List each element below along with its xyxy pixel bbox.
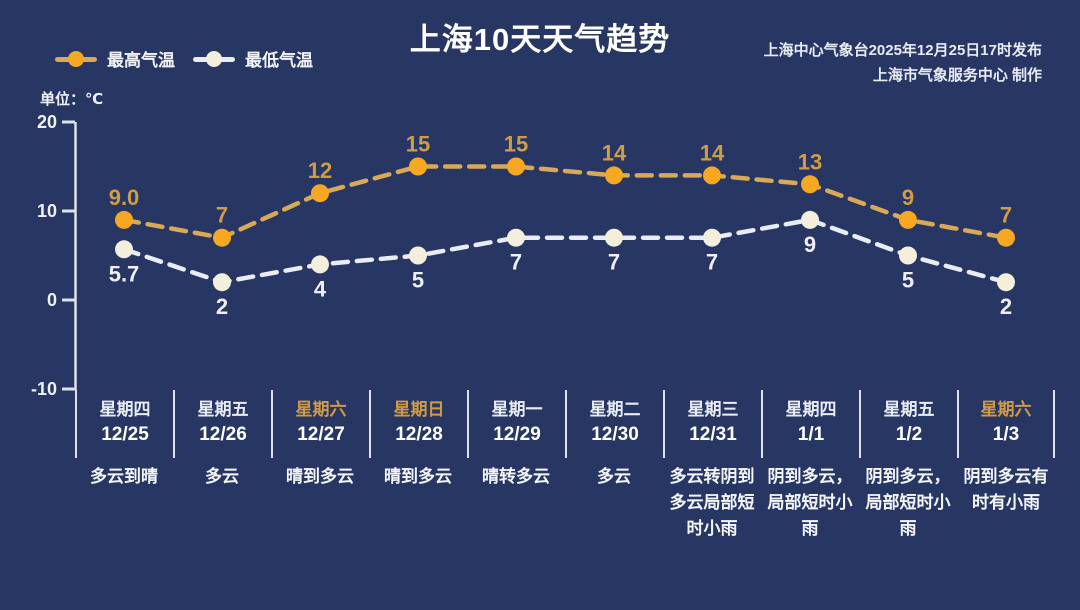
weekday-label: 星期四 <box>785 400 837 419</box>
weather-description: 晴到多云 <box>286 467 354 486</box>
svg-text:0: 0 <box>47 290 57 310</box>
day-column: 星期六 1/3 <box>957 390 1055 458</box>
credits-line-2: 上海市气象服务中心 制作 <box>872 67 1042 84</box>
svg-text:-10: -10 <box>31 379 57 399</box>
weather-description-row: 多云到晴 多云 晴到多云 晴到多云 晴转多云 多云 多云转阴到多云局部短时小雨 阴到多云，局部… <box>75 464 1055 542</box>
svg-text:9: 9 <box>804 232 816 257</box>
legend-item-low-temp: 最低气温 <box>193 46 313 71</box>
date-label: 12/29 <box>493 424 541 445</box>
svg-text:7: 7 <box>706 250 718 275</box>
date-label: 12/25 <box>101 424 149 445</box>
svg-text:15: 15 <box>504 132 528 157</box>
temperature-trend-chart: 20 10 0 -10 9.0 7 12 15 15 14 14 13 9 7 5.7 2 4 5 7 7 7 9 5 2 <box>31 112 1015 399</box>
weekday-label: 星期三 <box>687 400 739 419</box>
date-label: 12/26 <box>199 424 247 445</box>
weekday-label: 星期二 <box>589 400 641 419</box>
low-temp-line-dot-icon <box>193 49 235 69</box>
weather-description: 多云 <box>205 467 239 486</box>
svg-text:7: 7 <box>510 250 522 275</box>
weather-description: 阴到多云，局部短时小雨 <box>767 467 853 538</box>
unit-label: 单位：℃ <box>40 91 104 108</box>
weekday-label: 星期六 <box>295 400 347 419</box>
weekday-label: 星期五 <box>883 400 935 419</box>
weekday-label: 星期一 <box>491 400 543 419</box>
day-column: 星期二 12/30 <box>565 390 663 458</box>
svg-text:7: 7 <box>1000 203 1012 228</box>
weather-description: 多云转阴到多云局部短时小雨 <box>669 467 755 538</box>
weather-description: 多云 <box>597 467 631 486</box>
svg-text:13: 13 <box>798 149 822 174</box>
day-column: 星期四 1/1 <box>761 390 859 458</box>
day-column: 星期三 12/31 <box>663 390 761 458</box>
legend-label-high-temp: 最高气温 <box>107 51 175 70</box>
day-column: 星期五 12/26 <box>173 390 271 458</box>
date-label: 12/27 <box>297 424 345 445</box>
credits-block: 上海中心气象台2025年12月25日17时发布 上海市气象服务中心 制作 <box>764 38 1042 88</box>
svg-text:14: 14 <box>700 140 725 165</box>
chart-legend: 最高气温 最低气温 <box>55 46 313 71</box>
day-column: 星期四 12/25 <box>75 390 173 458</box>
date-label: 1/2 <box>895 424 923 445</box>
svg-text:7: 7 <box>608 250 620 275</box>
date-label: 12/28 <box>395 424 443 445</box>
weekday-label: 星期六 <box>980 400 1032 419</box>
svg-text:10: 10 <box>37 201 57 221</box>
weekday-label: 星期日 <box>393 400 445 419</box>
day-column: 星期六 12/27 <box>271 390 369 458</box>
date-label: 12/30 <box>591 424 639 445</box>
weather-description: 多云到晴 <box>90 467 158 486</box>
day-header-table: 星期四 12/25 星期五 12/26 星期六 12/27 星期日 12/28 星期一 12/29… <box>75 390 1055 458</box>
svg-text:20: 20 <box>37 112 57 132</box>
weekday-label: 星期四 <box>99 400 151 419</box>
svg-text:5: 5 <box>902 268 914 293</box>
day-column: 星期五 1/2 <box>859 390 957 458</box>
svg-text:9: 9 <box>902 185 914 210</box>
svg-text:14: 14 <box>602 140 627 165</box>
legend-label-low-temp: 最低气温 <box>245 51 313 70</box>
high-temp-line-dot-icon <box>55 49 97 69</box>
date-label: 1/1 <box>797 424 825 445</box>
svg-text:5.7: 5.7 <box>109 261 140 286</box>
legend-item-high-temp: 最高气温 <box>55 46 175 71</box>
date-label: 1/3 <box>992 424 1020 445</box>
svg-text:5: 5 <box>412 268 424 293</box>
svg-text:2: 2 <box>216 294 228 319</box>
date-label: 12/31 <box>689 424 737 445</box>
weather-description: 晴转多云 <box>482 467 550 486</box>
weather-description: 阴到多云有时有小雨 <box>963 467 1049 512</box>
day-column: 星期一 12/29 <box>467 390 565 458</box>
svg-text:15: 15 <box>406 132 430 157</box>
svg-text:2: 2 <box>1000 294 1012 319</box>
weekday-label: 星期五 <box>197 400 249 419</box>
svg-text:4: 4 <box>314 276 327 301</box>
svg-text:7: 7 <box>216 203 228 228</box>
page-title: 上海10天天气趋势 <box>409 22 671 57</box>
weather-description: 阴到多云，局部短时小雨 <box>865 467 951 538</box>
svg-text:9.0: 9.0 <box>109 185 140 210</box>
svg-text:12: 12 <box>308 158 332 183</box>
day-column: 星期日 12/28 <box>369 390 467 458</box>
weather-description: 晴到多云 <box>384 467 452 486</box>
credits-line-1: 上海中心气象台2025年12月25日17时发布 <box>763 42 1042 59</box>
